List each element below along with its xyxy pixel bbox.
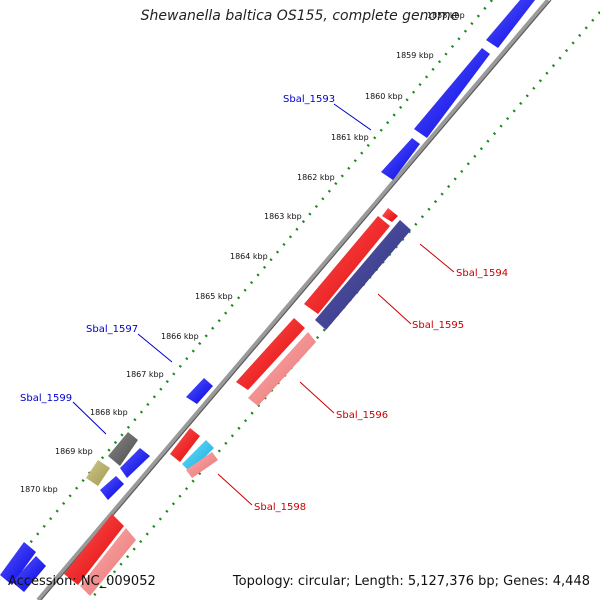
tick-1861-kbp: 1861 kbp	[331, 133, 369, 142]
genome-summary-text: Topology: circular; Length: 5,127,376 bp…	[232, 574, 590, 589]
tick-1865-kbp: 1865 kbp	[195, 292, 233, 301]
label-sbal-1596[interactable]: Sbal_1596	[336, 410, 388, 421]
label-sbal-1599[interactable]: Sbal_1599	[20, 393, 72, 404]
gene-sbal-1598-red[interactable]	[170, 428, 200, 462]
leader-sbal-1594	[419, 243, 455, 273]
leader-sbal-1596	[299, 381, 335, 414]
gene-khaki[interactable]	[86, 460, 110, 486]
gene-red-bottom[interactable]	[64, 514, 124, 585]
leader-sbal-1593	[333, 103, 372, 131]
label-sbal-1594[interactable]: Sbal_1594	[456, 268, 508, 279]
gene-gray-1599-region[interactable]	[108, 432, 138, 466]
gene-blue-small-a[interactable]	[120, 448, 150, 478]
tick-1867-kbp: 1867 kbp	[126, 370, 164, 379]
label-sbal-1593[interactable]: Sbal_1593	[283, 94, 335, 105]
kbp-tick-labels: 1858 kbp 1859 kbp 1860 kbp 1861 kbp 1862…	[20, 11, 465, 494]
tick-1859-kbp: 1859 kbp	[396, 51, 434, 60]
label-sbal-1598[interactable]: Sbal_1598	[254, 502, 306, 513]
tick-1869-kbp: 1869 kbp	[55, 447, 93, 456]
map-title: Shewanella baltica OS155, complete genom…	[140, 8, 460, 24]
label-sbal-1595[interactable]: Sbal_1595	[412, 320, 464, 331]
tick-1863-kbp: 1863 kbp	[264, 212, 302, 221]
gene-blue-small-b[interactable]	[100, 476, 124, 500]
genome-backbone	[36, 0, 550, 600]
label-leader-lines	[72, 103, 455, 506]
gene-sbal-1594[interactable]	[304, 216, 390, 314]
gene-sbal-1593[interactable]	[381, 138, 420, 180]
gene-sbal-1598-cyan[interactable]	[182, 440, 214, 472]
gene-labels: Sbal_1593 Sbal_1597 Sbal_1599 Sbal_1594 …	[20, 94, 508, 513]
gene-blue-bottom-b[interactable]	[12, 556, 46, 592]
gene-pink-bottom[interactable]	[80, 528, 136, 596]
gene-sbal-1595[interactable]	[315, 220, 411, 330]
genome-backbone-shadow	[40, 0, 552, 600]
tick-1870-kbp: 1870 kbp	[20, 485, 58, 494]
leader-sbal-1597	[137, 333, 173, 363]
tick-1858-kbp: 1858 kbp	[427, 11, 465, 20]
gene-blue-bottom-a[interactable]	[0, 542, 36, 585]
forward-genes	[0, 0, 535, 592]
tick-1866-kbp: 1866 kbp	[161, 332, 199, 341]
tick-1862-kbp: 1862 kbp	[297, 173, 335, 182]
gene-forward-1592[interactable]	[414, 48, 490, 138]
gene-sbal-1596[interactable]	[248, 332, 316, 406]
tick-1868-kbp: 1868 kbp	[90, 408, 128, 417]
gene-sbal-1594-tip[interactable]	[382, 208, 398, 222]
tick-1860-kbp: 1860 kbp	[365, 92, 403, 101]
gene-sbal-1598[interactable]	[186, 452, 218, 478]
gene-sbal-1596-red[interactable]	[236, 318, 305, 390]
accession-text: Accession: NC_009052	[8, 574, 156, 589]
gene-forward-top[interactable]	[486, 0, 535, 48]
forward-track	[0, 0, 493, 581]
reverse-genes	[64, 208, 411, 596]
tick-1864-kbp: 1864 kbp	[230, 252, 268, 261]
gene-sbal-1597[interactable]	[186, 378, 213, 404]
label-sbal-1597[interactable]: Sbal_1597	[86, 324, 138, 335]
leader-sbal-1599	[72, 401, 107, 435]
leader-sbal-1598	[217, 473, 253, 506]
leader-sbal-1595	[377, 293, 412, 325]
